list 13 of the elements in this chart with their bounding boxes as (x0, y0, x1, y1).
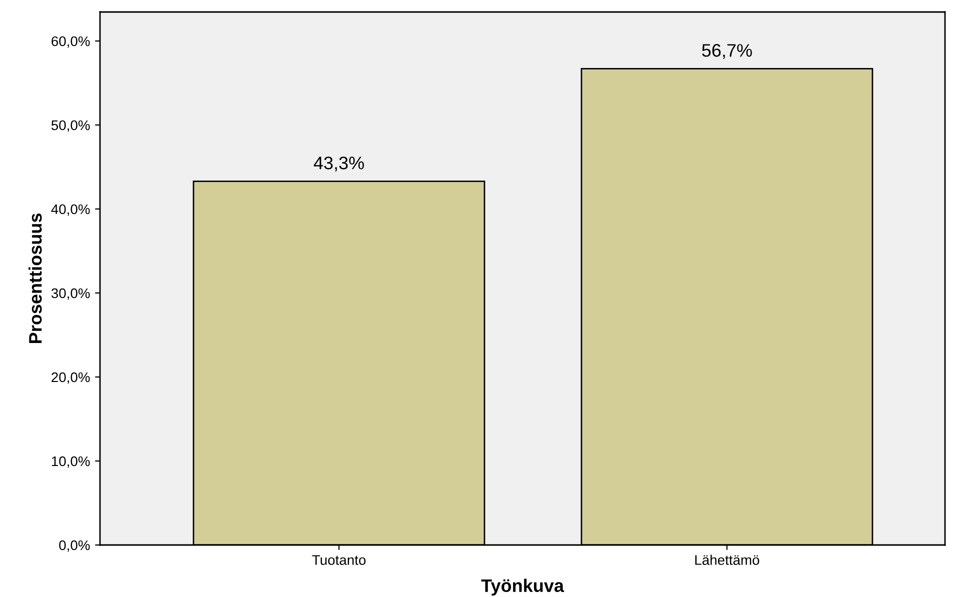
x-tick-label: Tuotanto (312, 555, 366, 565)
y-tick-label: 30,0% (51, 288, 90, 300)
y-tick-label: 40,0% (51, 204, 90, 216)
y-axis-title: Prosenttiosuus (28, 214, 42, 343)
y-tick-label: 20,0% (52, 372, 90, 384)
x-tick-label: Lähettämö (695, 554, 760, 565)
data-label: 56,7% (702, 44, 752, 59)
y-tick-label: 50,0% (51, 120, 90, 132)
x-axis-title: Työnkuva (481, 578, 564, 596)
y-tick-label: 0,0% (59, 540, 90, 552)
data-label: 43,3% (314, 156, 364, 172)
y-tick-label: 60,0% (52, 36, 90, 48)
y-tick-label: 10,0% (52, 456, 90, 468)
